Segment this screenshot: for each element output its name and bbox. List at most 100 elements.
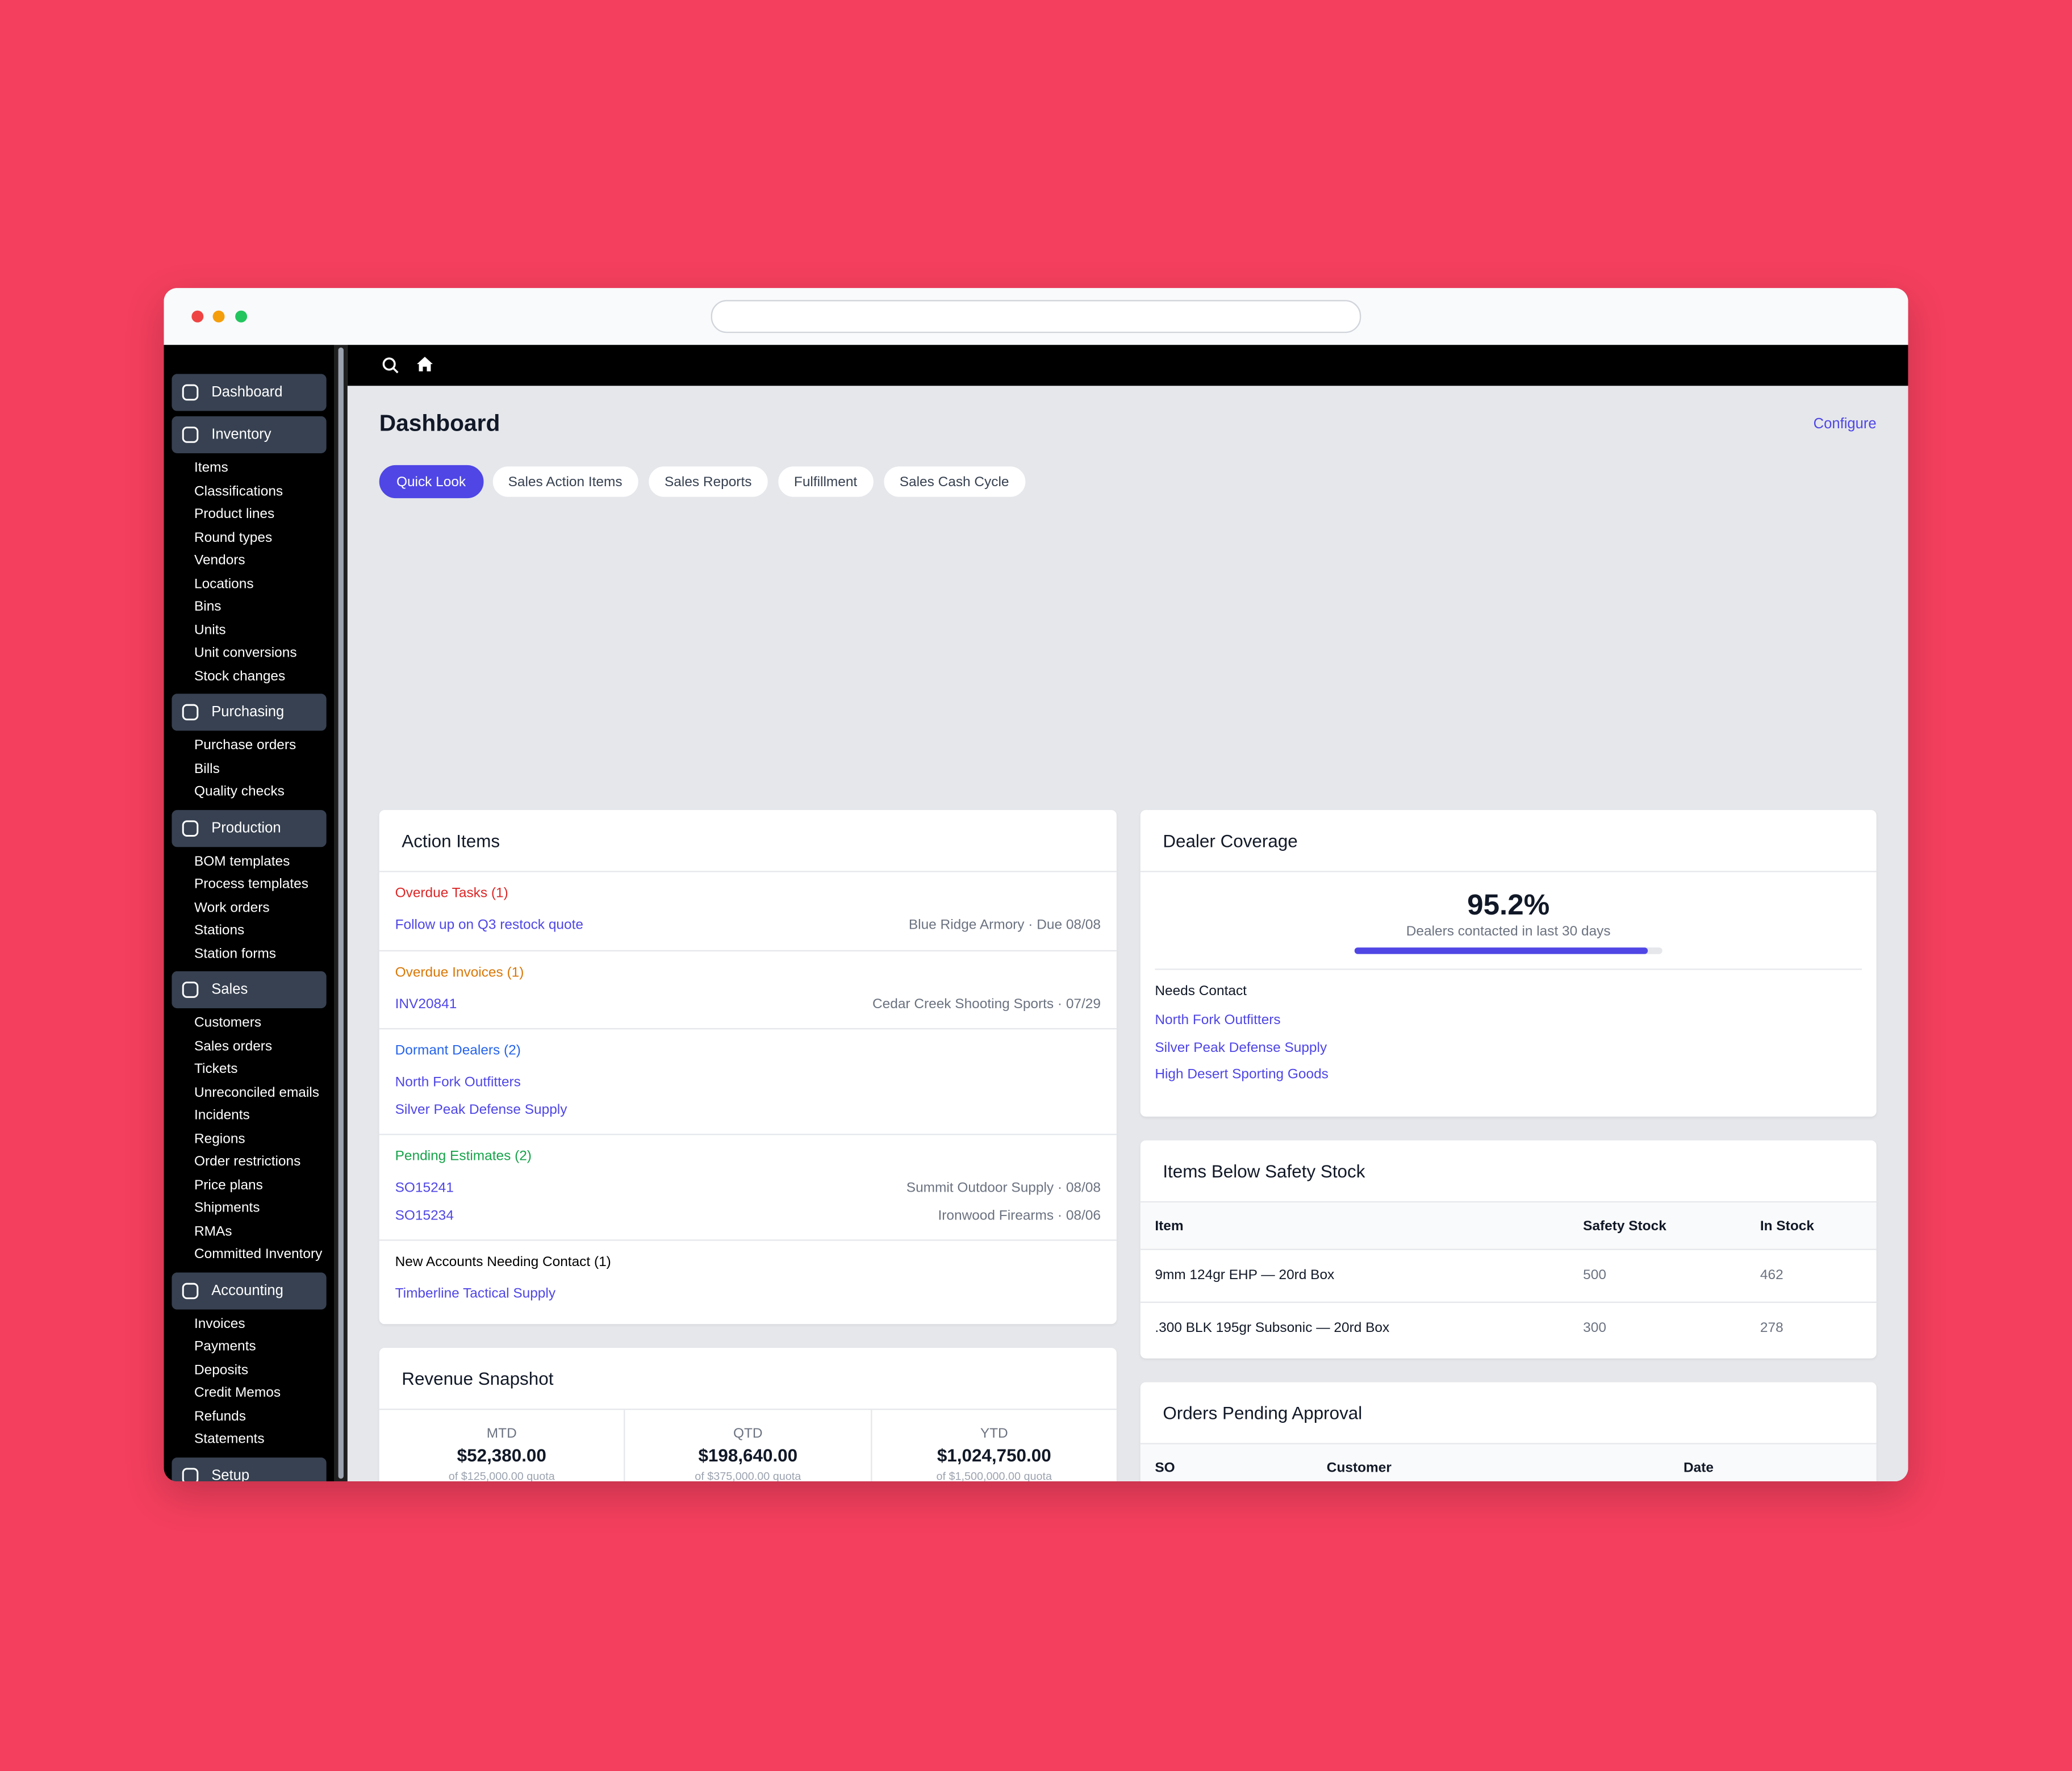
action-items-card: Action Items Overdue Tasks (1) Follow up o… (379, 810, 1117, 1325)
period-label: QTD (733, 1426, 763, 1442)
tab[interactable]: Sales Cash Cycle (882, 465, 1026, 499)
close-dot[interactable] (191, 310, 204, 323)
revenue-period: QTD $198,640.00 of $375,000.00 quota (625, 1410, 872, 1482)
browser-window: Dashboard Inventory Items Classifications Pr… (164, 288, 1908, 1482)
nav-item[interactable]: Invoices (194, 1315, 245, 1331)
nav-list: Invoices Payments Deposits Credit Memos Refu… (164, 1313, 334, 1451)
nav-item[interactable]: Station forms (194, 945, 276, 962)
nav-item[interactable]: Quality checks (194, 783, 285, 800)
revenue-card: Revenue Snapshot MTD $52,380.00 of $125,000… (379, 1348, 1117, 1482)
action-link[interactable]: SO15234 (395, 1207, 454, 1223)
revenue-period: MTD $52,380.00 of $125,000.00 quota (379, 1410, 626, 1482)
table-row: 9mm 124gr EHP — 20rd Box 500 462 (1140, 1250, 1877, 1302)
configure-link[interactable]: Configure (1813, 416, 1877, 432)
nav-item[interactable]: Order restrictions (194, 1154, 301, 1169)
nav-section-label[interactable]: Sales (211, 981, 248, 998)
nav-section[interactable]: Inventory (172, 416, 327, 453)
nav-item[interactable]: Stock changes (194, 668, 286, 684)
nav-item[interactable]: Unit conversions (194, 645, 297, 661)
search-icon[interactable] (382, 357, 399, 374)
nav-item[interactable]: BOM templates (194, 853, 290, 869)
address-bar[interactable] (711, 300, 1361, 333)
card-title: Dealer Coverage (1140, 810, 1877, 872)
minimize-dot[interactable] (212, 310, 225, 323)
dealer-link[interactable]: High Desert Sporting Goods (1155, 1066, 1329, 1083)
nav-section[interactable]: Setup (172, 1456, 327, 1482)
nav-section[interactable]: Sales (172, 971, 327, 1009)
nav-item[interactable]: Bins (194, 598, 222, 615)
action-link[interactable]: Follow up on Q3 restock quote (395, 917, 583, 933)
scroll-thumb[interactable] (338, 347, 344, 1479)
nav-item[interactable]: Locations (194, 575, 254, 592)
nav-item[interactable]: Price plans (194, 1176, 263, 1193)
nav-section-label[interactable]: Setup (211, 1467, 250, 1482)
nav-item[interactable]: Statements (194, 1431, 265, 1447)
nav-item[interactable]: Committed Inventory (194, 1246, 323, 1262)
action-link[interactable]: INV20841 (395, 996, 457, 1012)
dealer-link[interactable]: Silver Peak Defense Supply (1155, 1039, 1327, 1055)
nav-section[interactable]: Production (172, 809, 327, 847)
nav-section-label[interactable]: Dashboard (211, 385, 283, 400)
nav-item[interactable]: Sales orders (194, 1038, 273, 1054)
nav-item[interactable]: Regions (194, 1130, 245, 1147)
action-meta: Ironwood Firearms · 08/06 (938, 1207, 1101, 1223)
nav-section-label[interactable]: Accounting (211, 1282, 283, 1298)
action-link[interactable]: Timberline Tactical Supply (395, 1285, 556, 1302)
nav-item[interactable]: Items (194, 460, 228, 476)
nav-item[interactable]: Units (194, 621, 226, 638)
nav-item[interactable]: Payments (194, 1338, 256, 1355)
tab[interactable]: Sales Reports (647, 465, 769, 499)
action-group: Overdue Tasks (1) Follow up on Q3 restock… (379, 872, 1117, 951)
nav-section-label[interactable]: Purchasing (211, 704, 285, 720)
nav-item[interactable]: RMAs (194, 1223, 232, 1239)
table-row: .300 BLK 195gr Subsonic — 20rd Box 300 278 (1141, 1302, 1877, 1354)
nav-item[interactable]: Deposits (194, 1361, 249, 1378)
revenue-period: YTD $1,024,750.00 of $1,500,000.00 quota (872, 1410, 1117, 1481)
nav-item[interactable]: Bills (194, 760, 220, 776)
action-link[interactable]: SO15241 (395, 1180, 454, 1196)
tab[interactable]: Quick Look (379, 465, 483, 499)
nav-item[interactable]: Round types (194, 529, 273, 545)
nav-section[interactable]: Dashboard (172, 374, 327, 411)
nav-section-label[interactable]: Production (211, 820, 281, 836)
nav-item[interactable]: Customers (194, 1014, 262, 1031)
nav-item[interactable]: Refunds (194, 1407, 246, 1424)
action-group: Dormant Dealers (2) North Fork Outfitters… (379, 1029, 1117, 1135)
dealer-link[interactable]: North Fork Outfitters (1155, 1012, 1281, 1029)
nav-item[interactable]: Purchase orders (194, 737, 296, 754)
action-group: New Accounts Needing Contact (1) Timberli… (379, 1241, 1117, 1318)
nav-section[interactable]: Accounting (172, 1272, 327, 1309)
nav-item[interactable]: Work orders (194, 899, 270, 916)
nav-section-label[interactable]: Inventory (211, 427, 271, 443)
nav-item[interactable]: Tickets (194, 1061, 238, 1077)
nav-section[interactable]: Purchasing (172, 694, 327, 731)
nav-icon (182, 384, 199, 401)
nav-item[interactable]: Product lines (194, 506, 275, 522)
dealer-coverage-card: Dealer Coverage 95.2% Dealers contacted in… (1140, 810, 1877, 1117)
nav-item[interactable]: Incidents (194, 1107, 250, 1123)
nav-item[interactable]: Process templates (194, 876, 308, 892)
nav-item[interactable]: Credit Memos (194, 1385, 281, 1401)
nav-item[interactable]: Vendors (194, 552, 245, 569)
action-link[interactable]: North Fork Outfitters (395, 1074, 521, 1091)
action-meta: Blue Ridge Armory · Due 08/08 (908, 917, 1101, 933)
table-cell: .300 BLK 195gr Subsonic — 20rd Box (1155, 1319, 1390, 1336)
tab[interactable]: Sales Action Items (491, 465, 640, 499)
nav-item[interactable]: Stations (194, 922, 245, 938)
nav-item[interactable]: Classifications (194, 483, 283, 499)
nav-item[interactable]: Shipments (194, 1200, 260, 1216)
needs-contact-label: Needs Contact (1155, 983, 1247, 999)
home-icon[interactable] (416, 356, 433, 373)
group-title: Pending Estimates (2) (395, 1148, 532, 1164)
nav-item[interactable]: Unreconciled emails (194, 1084, 319, 1100)
tabs: Quick Look Sales Action Items Sales Report… (379, 465, 1026, 499)
period-value: $52,380.00 (457, 1446, 546, 1466)
nav-icon (182, 1467, 199, 1482)
tab[interactable]: Fulfillment (776, 465, 875, 499)
column-header: Date (1683, 1459, 1714, 1476)
maximize-dot[interactable] (235, 310, 248, 323)
period-label: MTD (486, 1426, 517, 1442)
action-link[interactable]: Silver Peak Defense Supply (395, 1101, 567, 1118)
